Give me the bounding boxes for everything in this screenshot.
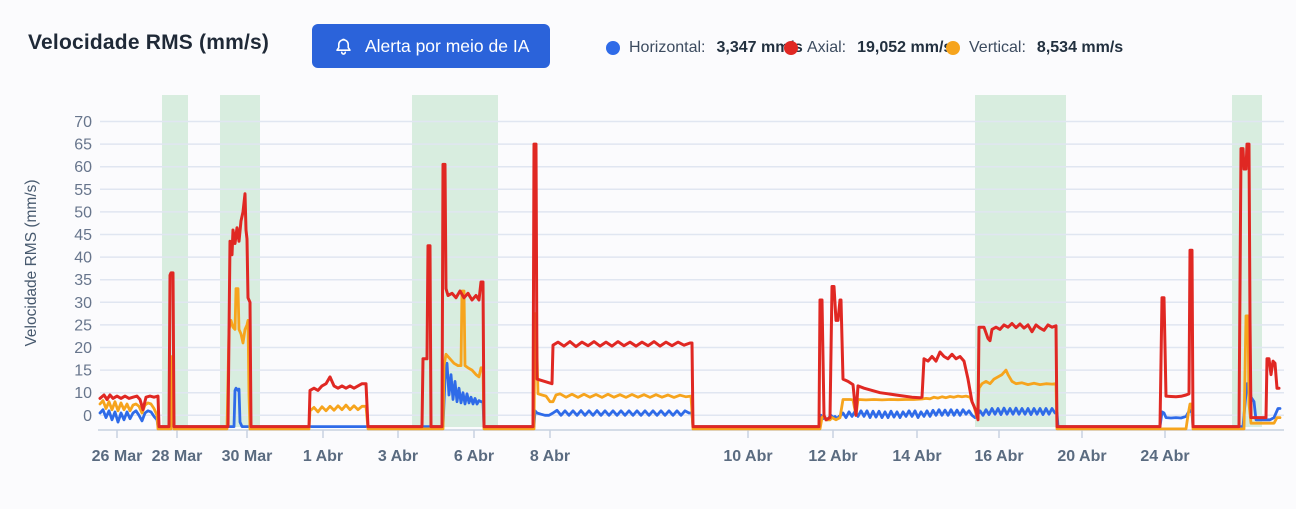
page-title: Velocidade RMS (mm/s) xyxy=(28,31,270,54)
y-tick-label: 60 xyxy=(74,159,92,176)
axial-series-dot xyxy=(784,41,798,55)
y-tick-label: 0 xyxy=(83,408,92,425)
y-tick-label: 50 xyxy=(74,204,92,221)
y-axis-title: Velocidade RMS (mm/s) xyxy=(23,179,40,346)
legend-item-axial[interactable]: Axial: 19,052 mm/s xyxy=(784,38,952,58)
y-tick-label: 45 xyxy=(74,227,92,244)
legend-label: Vertical: xyxy=(969,39,1026,56)
legend-item-horizontal[interactable]: Horizontal: 3,347 mm/s xyxy=(606,38,803,58)
y-tick-label: 10 xyxy=(74,385,92,402)
x-tick-label: 1 Abr xyxy=(303,448,343,465)
vertical-series-dot xyxy=(946,41,960,55)
x-tick-label: 28 Mar xyxy=(152,448,203,465)
x-tick-label: 24 Abr xyxy=(1140,448,1189,465)
legend-label: Horizontal: xyxy=(629,39,706,56)
y-tick-label: 25 xyxy=(74,317,92,334)
legend-item-vertical[interactable]: Vertical: 8,534 mm/s xyxy=(946,38,1123,58)
x-tick-label: 8 Abr xyxy=(530,448,570,465)
x-tick-label: 12 Abr xyxy=(808,448,857,465)
legend-value: 19,052 mm/s xyxy=(857,39,953,56)
x-tick-label: 20 Abr xyxy=(1057,448,1106,465)
legend-label: Axial: xyxy=(807,39,847,56)
x-tick-label: 16 Abr xyxy=(974,448,1023,465)
x-tick-label: 14 Abr xyxy=(892,448,941,465)
horizontal-series-dot xyxy=(606,41,620,55)
y-tick-label: 55 xyxy=(74,182,92,199)
series-axial xyxy=(98,142,1281,429)
x-tick-label: 26 Mar xyxy=(92,448,143,465)
x-tick-label: 10 Abr xyxy=(723,448,772,465)
ai-alert-button-label: Alerta por meio de IA xyxy=(365,35,530,56)
legend-value: 8,534 mm/s xyxy=(1036,39,1124,56)
y-tick-label: 35 xyxy=(74,272,92,289)
y-tick-label: 70 xyxy=(74,114,92,131)
ai-alert-button[interactable]: Alerta por meio de IA xyxy=(312,24,551,68)
y-tick-label: 20 xyxy=(74,340,92,357)
x-tick-label: 3 Abr xyxy=(378,448,418,465)
x-tick-label: 6 Abr xyxy=(454,448,494,465)
y-tick-label: 30 xyxy=(74,295,92,312)
series-vertical xyxy=(98,287,1282,431)
y-tick-label: 40 xyxy=(74,250,92,267)
y-tick-label: 15 xyxy=(74,363,92,380)
y-tick-label: 65 xyxy=(74,137,92,154)
legend-value: 3,347 mm/s xyxy=(716,39,803,56)
bell-icon xyxy=(333,36,354,57)
x-tick-label: 30 Mar xyxy=(222,448,273,465)
